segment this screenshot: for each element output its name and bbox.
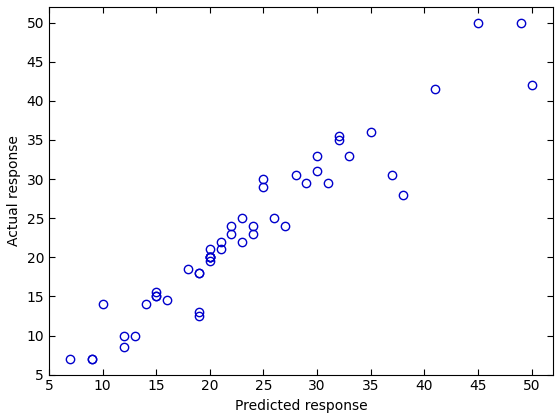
X-axis label: Predicted response: Predicted response bbox=[235, 399, 367, 413]
Y-axis label: Actual response: Actual response bbox=[7, 135, 21, 246]
